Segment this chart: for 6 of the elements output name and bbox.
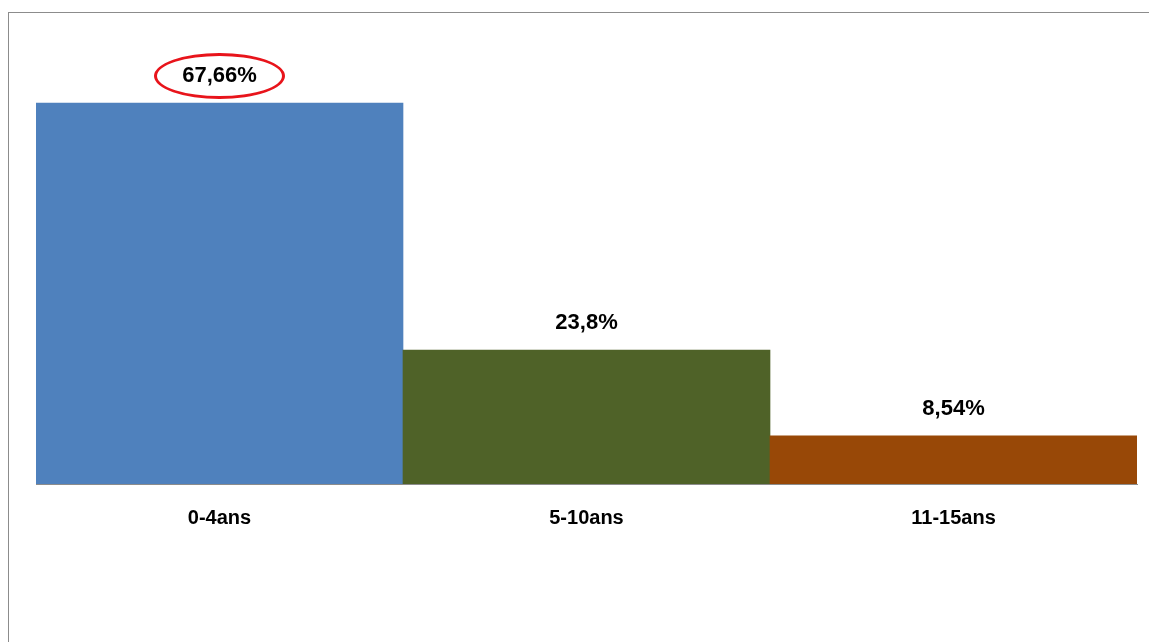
x-tick-label: 0-4ans xyxy=(187,505,252,528)
x-tick-label: 11-15ans xyxy=(911,505,996,528)
x-tick-label: 5-10ans xyxy=(549,505,624,528)
data-label: 8,54% xyxy=(922,394,985,420)
data-label: 67,66% xyxy=(182,62,257,88)
data-label: 23,8% xyxy=(555,309,618,335)
